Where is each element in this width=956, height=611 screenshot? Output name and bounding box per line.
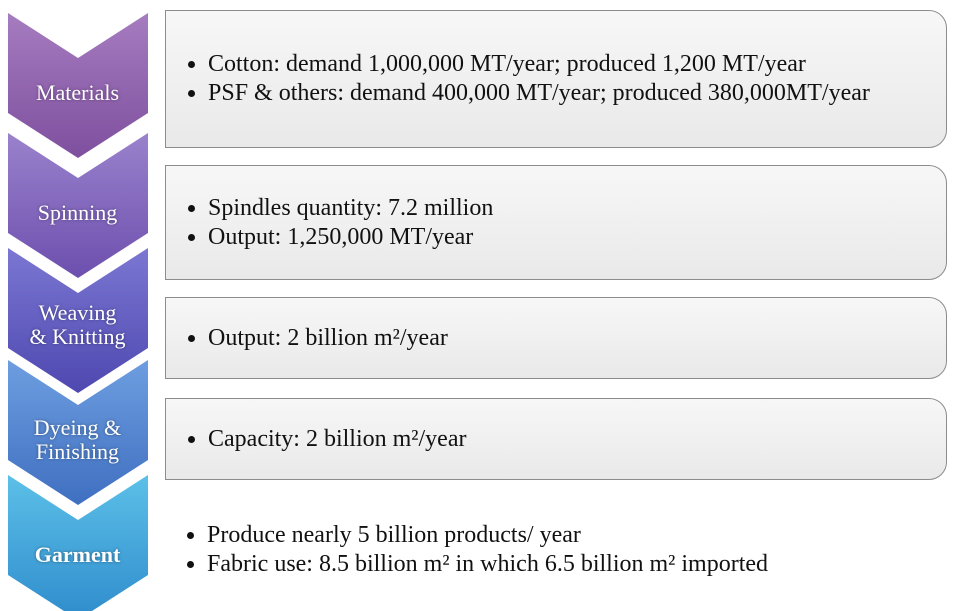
bullet-list: Capacity: 2 billion m²/year	[166, 424, 476, 455]
chevron	[8, 13, 148, 158]
bullet-list: Spindles quantity: 7.2 millionOutput: 1,…	[166, 193, 503, 253]
stage-label-line: Finishing	[35, 439, 120, 464]
bullet-list: Produce nearly 5 billion products/ yearF…	[165, 520, 778, 580]
stage-box: Produce nearly 5 billion products/ yearF…	[165, 497, 947, 602]
stage-label-line: Weaving	[38, 300, 117, 325]
bullet-list: Output: 2 billion m²/year	[166, 323, 458, 354]
stage-label: Dyeing & Finishing	[10, 416, 145, 464]
bullet: Cotton: demand 1,000,000 MT/year; produc…	[208, 51, 870, 78]
chevron	[8, 475, 148, 611]
stage-label-line: & Knitting	[29, 324, 126, 349]
stage-label: Spinning	[10, 201, 145, 225]
bullet-list: Cotton: demand 1,000,000 MT/year; produc…	[166, 49, 880, 109]
stage-label-line: Materials	[35, 80, 120, 105]
bullet: Spindles quantity: 7.2 million	[208, 195, 493, 222]
stage-label: Materials	[10, 81, 145, 105]
stage-box: Cotton: demand 1,000,000 MT/year; produc…	[165, 10, 947, 148]
stage-box: Output: 2 billion m²/year	[165, 297, 947, 379]
stage-label: Garment	[10, 543, 145, 567]
bullet: Output: 2 billion m²/year	[208, 325, 448, 352]
bullet: PSF & others: demand 400,000 MT/year; pr…	[208, 80, 870, 107]
stage-box: Spindles quantity: 7.2 millionOutput: 1,…	[165, 165, 947, 280]
stage-label-line: Spinning	[37, 200, 118, 225]
bullet: Capacity: 2 billion m²/year	[208, 426, 466, 453]
chevron	[8, 248, 148, 393]
bullet: Fabric use: 8.5 billion m² in which 6.5 …	[207, 551, 768, 578]
stage-label-line: Garment	[34, 542, 121, 567]
bullet: Produce nearly 5 billion products/ year	[207, 522, 768, 549]
stage-box: Capacity: 2 billion m²/year	[165, 398, 947, 480]
stage-label-line: Dyeing &	[33, 415, 122, 440]
chevron	[8, 133, 148, 278]
chevron	[8, 360, 148, 505]
bullet: Output: 1,250,000 MT/year	[208, 224, 493, 251]
stage-label: Weaving & Knitting	[10, 301, 145, 349]
